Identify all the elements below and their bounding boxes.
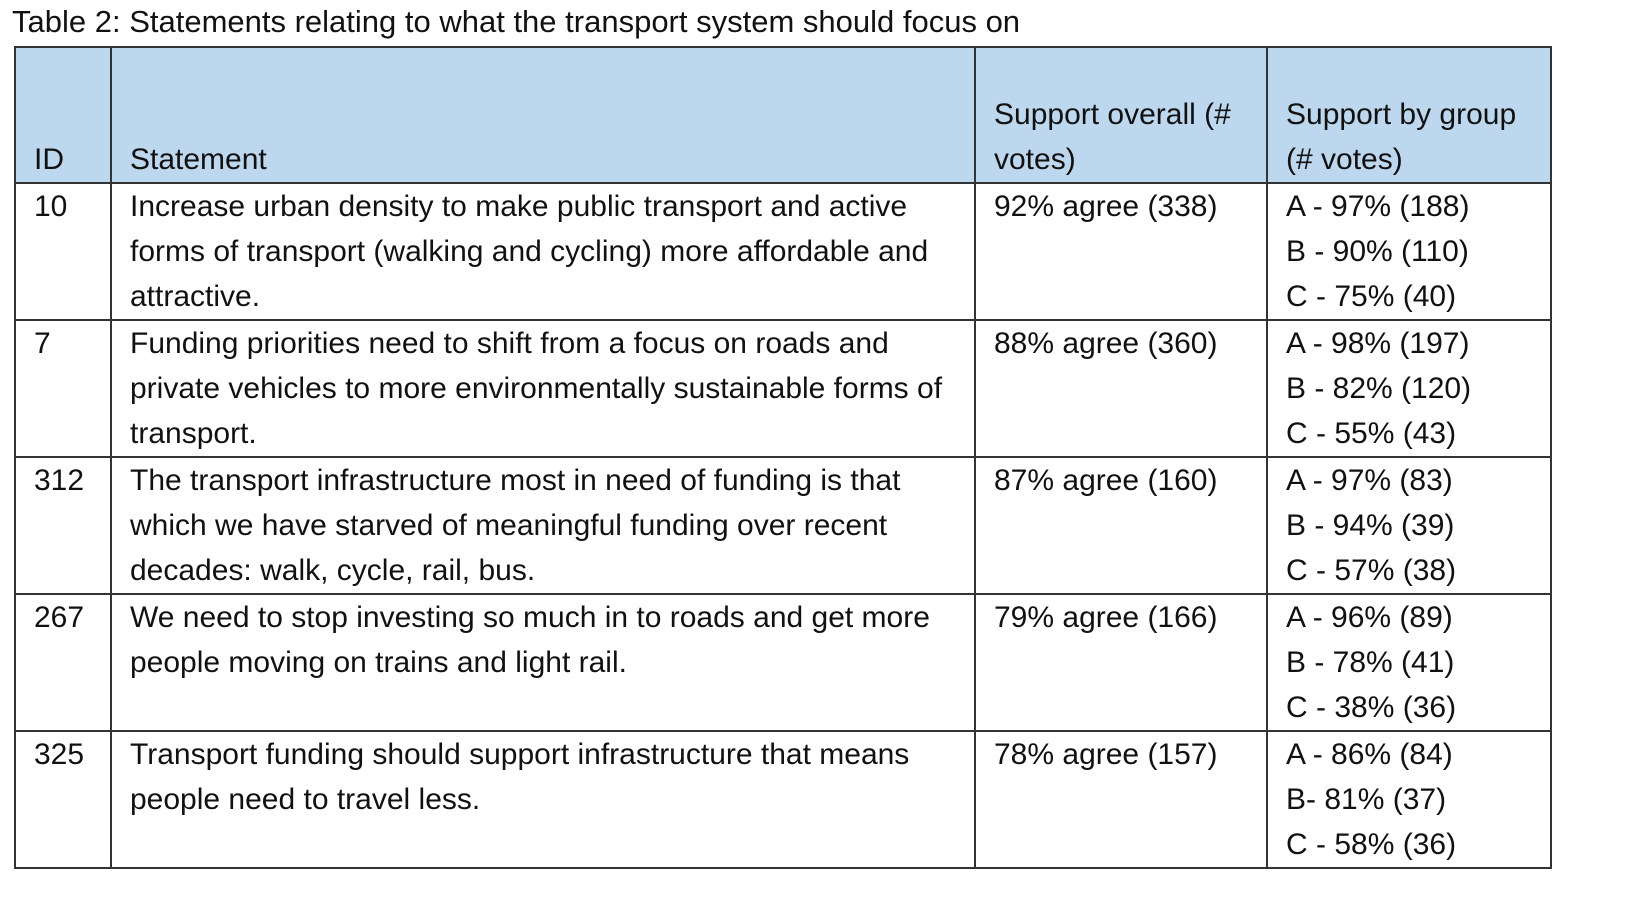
table-row: 325 Transport funding should support infr… — [14, 730, 1552, 869]
data-table: ID Statement Support overall (# votes) Supp… — [14, 46, 1552, 869]
group-support-cell: A - 86% (84) B- 81% (37) C - 58% (36) — [1266, 730, 1552, 869]
group-support-line: B - 90% (110) — [1286, 235, 1469, 268]
group-support-line: B - 78% (41) — [1286, 646, 1455, 679]
table-row: 267 We need to stop investing so much in … — [14, 593, 1552, 732]
group-support-line: C - 55% (43) — [1286, 417, 1457, 450]
group-support-cell: A - 97% (188) B - 90% (110) C - 75% (40) — [1266, 182, 1552, 321]
group-support-cell: A - 98% (197) B - 82% (120) C - 55% (43) — [1266, 319, 1552, 458]
group-support-line: C - 75% (40) — [1286, 280, 1457, 313]
overall-support-cell: 78% agree (157) — [974, 730, 1268, 869]
group-support-cell: A - 96% (89) B - 78% (41) C - 38% (36) — [1266, 593, 1552, 732]
statement-cell: Transport funding should support infrast… — [110, 730, 976, 869]
header-cell: Support by group (# votes) — [1266, 46, 1552, 184]
group-support-line: C - 58% (36) — [1286, 828, 1457, 861]
header-cell: Support overall (# votes) — [974, 46, 1268, 184]
group-support-line: A - 86% (84) — [1286, 738, 1453, 771]
table-row: 7 Funding priorities need to shift from a… — [14, 319, 1552, 458]
group-support-line: A - 96% (89) — [1286, 601, 1453, 634]
table-row: 312 The transport infrastructure most in … — [14, 456, 1552, 595]
overall-support-cell: 79% agree (166) — [974, 593, 1268, 732]
id-cell: 267 — [14, 593, 112, 732]
group-support-line: A - 98% (197) — [1286, 327, 1470, 360]
overall-support-cell: 87% agree (160) — [974, 456, 1268, 595]
group-support-cell: A - 97% (83) B - 94% (39) C - 57% (38) — [1266, 456, 1552, 595]
id-cell: 325 — [14, 730, 112, 869]
header-cell: ID — [14, 46, 112, 184]
id-cell: 7 — [14, 319, 112, 458]
table-body: 10 Increase urban density to make public … — [14, 182, 1552, 869]
header-row: ID Statement Support overall (# votes) Supp… — [14, 46, 1552, 184]
statement-cell: The transport infrastructure most in nee… — [110, 456, 976, 595]
statement-cell: Increase urban density to make public tr… — [110, 182, 976, 321]
group-support-line: B - 94% (39) — [1286, 509, 1455, 542]
group-support-line: A - 97% (188) — [1286, 190, 1470, 223]
group-support-line: C - 57% (38) — [1286, 554, 1457, 587]
group-support-line: B- 81% (37) — [1286, 783, 1447, 816]
overall-support-cell: 88% agree (360) — [974, 319, 1268, 458]
statement-cell: Funding priorities need to shift from a … — [110, 319, 976, 458]
statement-cell: We need to stop investing so much in to … — [110, 593, 976, 732]
table-row: 10 Increase urban density to make public … — [14, 182, 1552, 321]
id-cell: 312 — [14, 456, 112, 595]
group-support-line: C - 38% (36) — [1286, 691, 1457, 724]
group-support-line: B - 82% (120) — [1286, 372, 1472, 405]
table-caption: Table 2: Statements relating to what the… — [12, 4, 1021, 39]
id-cell: 10 — [14, 182, 112, 321]
header-cell: Statement — [110, 46, 976, 184]
overall-support-cell: 92% agree (338) — [974, 182, 1268, 321]
group-support-line: A - 97% (83) — [1286, 464, 1453, 497]
